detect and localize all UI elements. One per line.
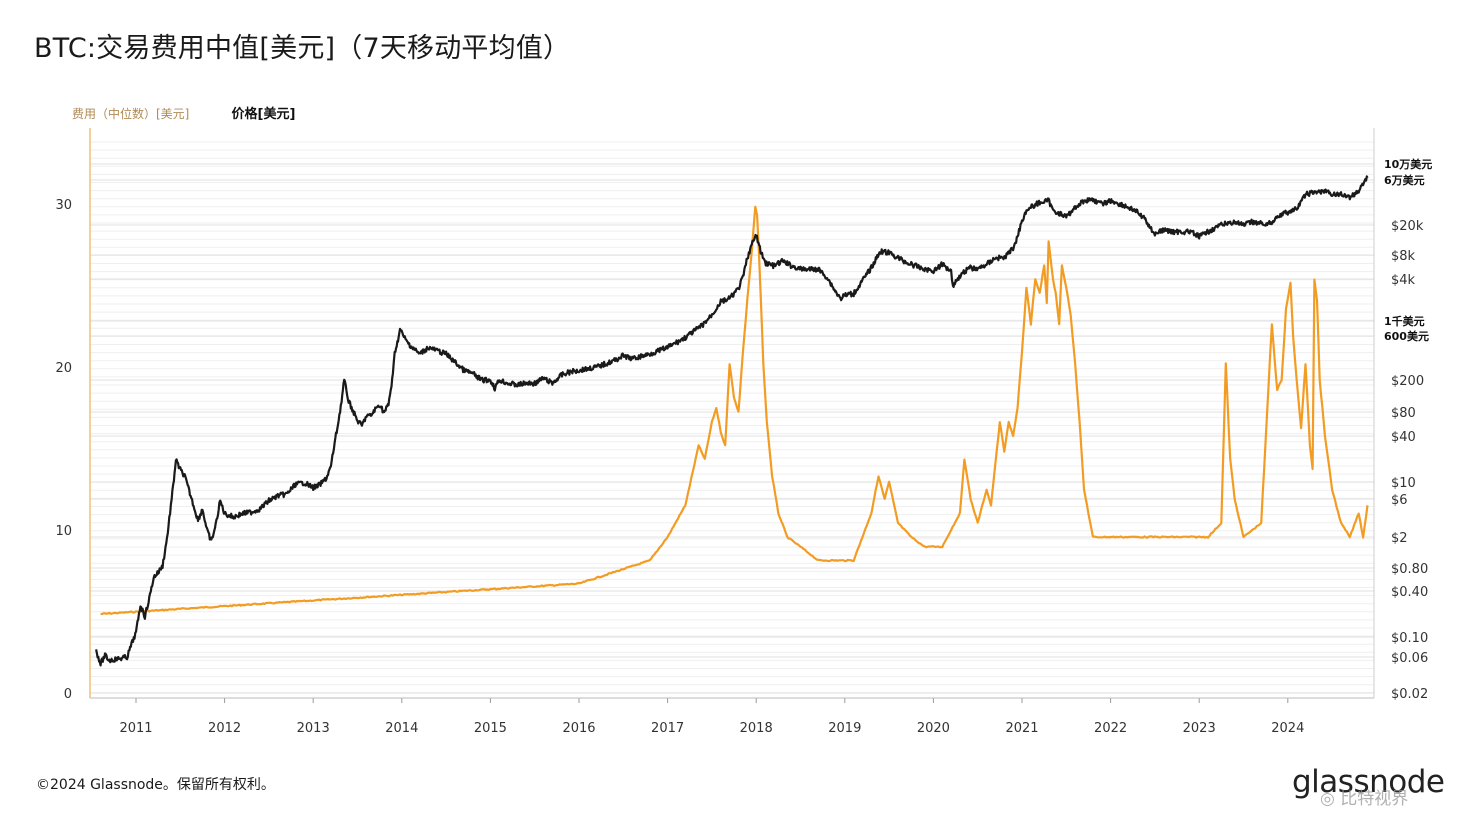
left-tick-label: 30 [55,198,72,213]
right-tick-label: $0.80 [1391,562,1428,577]
watermark: ◎ 比特视界 [1320,789,1409,809]
x-tick-label: 2015 [474,721,507,736]
right-tick-label: 1千美元 [1384,314,1425,328]
x-tick-label: 2019 [828,721,861,736]
x-tick-label: 2022 [1094,721,1127,736]
right-tick-label: $10 [1391,476,1416,491]
fee-series-line [100,205,1369,616]
right-tick-label: $20k [1391,219,1424,234]
x-tick-label: 2021 [1005,721,1038,736]
x-tick-label: 2024 [1271,721,1304,736]
x-axis: 2011 2012 2013 2014 2015 2016 2017 2018 2019 2020… [119,698,1304,736]
left-axis: 0 10 20 30 [55,198,72,702]
copyright-text: ©2024 Glassnode。保留所有权利。 [36,777,275,793]
x-tick-label: 2011 [119,721,152,736]
x-tick-label: 2020 [917,721,950,736]
right-tick-label: $6 [1391,493,1408,508]
x-tick-label: 2012 [208,721,241,736]
glassnode-logo: glassnode [1292,764,1445,800]
left-tick-label: 10 [55,524,72,539]
legend-fee[interactable]: 费用（中位数）[美元] [72,107,190,121]
left-tick-label: 0 [64,687,72,702]
right-tick-label: $8k [1391,249,1416,264]
x-tick-label: 2014 [385,721,418,736]
right-tick-label: $2 [1391,531,1408,546]
right-tick-label: $40 [1391,430,1416,445]
x-tick-label: 2018 [740,721,773,736]
legend-price[interactable]: 价格[美元] [231,107,296,122]
legend: 费用（中位数）[美元] 价格[美元] [72,103,295,122]
right-tick-label: $80 [1391,406,1416,421]
x-tick-label: 2013 [297,721,330,736]
right-tick-label: $0.10 [1391,631,1428,646]
x-tick-label: 2017 [651,721,684,736]
right-tick-label: 600美元 [1384,329,1429,343]
right-tick-label: $4k [1391,273,1416,288]
grid [90,141,1374,694]
right-tick-label: $0.06 [1391,651,1428,666]
right-tick-label: 6万美元 [1384,173,1425,187]
x-tick-label: 2016 [562,721,595,736]
price-series-line [95,175,1369,667]
right-tick-label: $200 [1391,374,1424,389]
x-tick-label: 2023 [1183,721,1216,736]
right-tick-label: 10万美元 [1384,157,1432,171]
left-tick-label: 20 [55,361,72,376]
right-tick-label: $0.40 [1391,585,1428,600]
chart-title: BTC:交易费用中值[美元]（7天移动平均值） [34,33,571,64]
right-tick-label: $0.02 [1391,687,1428,702]
